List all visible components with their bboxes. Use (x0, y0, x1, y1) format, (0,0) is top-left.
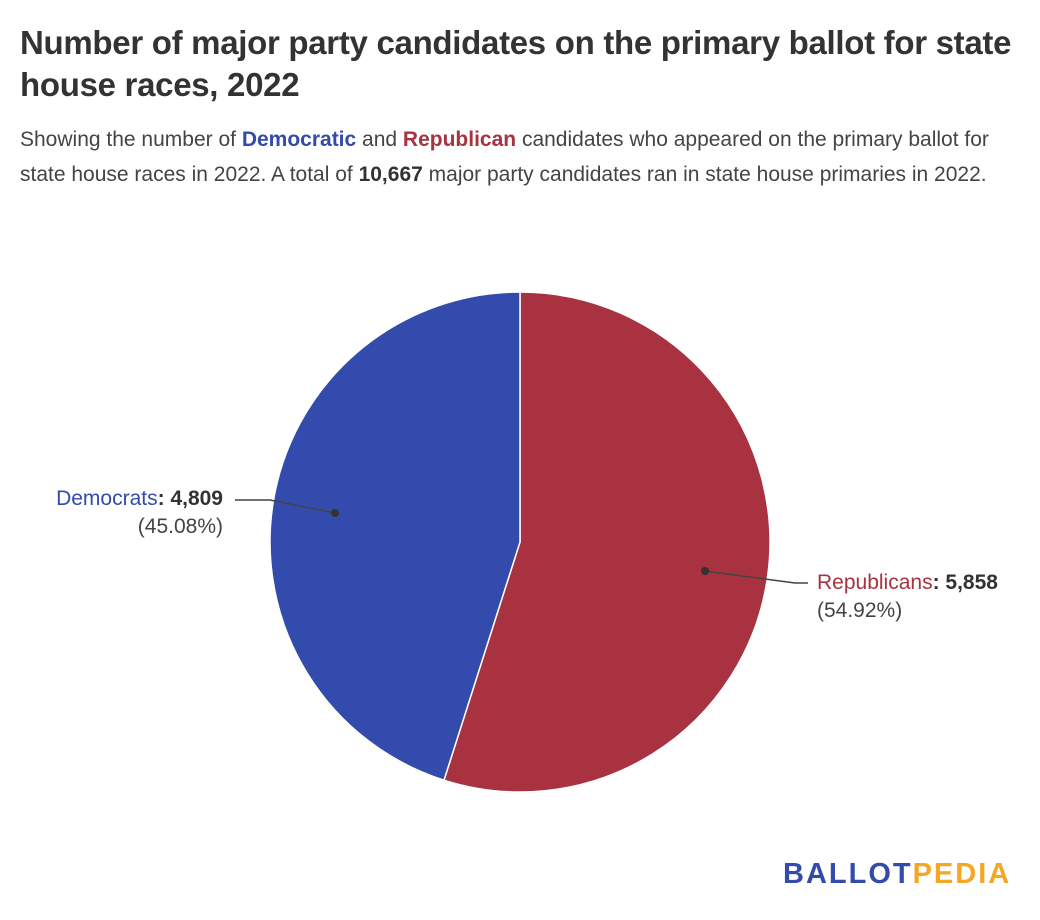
label-name: Republicans (817, 571, 933, 594)
pie-slice-republicans (443, 291, 771, 793)
subtitle-total: 10,667 (358, 163, 423, 186)
label-percent: (45.08%) (137, 515, 223, 538)
subtitle-republican: Republican (402, 128, 517, 151)
chart-title: Number of major party candidates on the … (20, 24, 1012, 103)
chart-subtitle: Showing the number of Democratic and Rep… (20, 122, 1020, 192)
leader-line-democrats (235, 499, 336, 514)
label-democrats: Democrats: 4,809 (45.08%) (56, 485, 223, 541)
label-percent: (54.92%) (817, 599, 903, 622)
subtitle-text: candidates who appeared on the primary b… (20, 128, 989, 186)
subtitle-text: and (356, 128, 403, 151)
subtitle-text: major party candidates ran in state hous… (422, 163, 987, 186)
ballotpedia-logo: BALLOTPEDIA (783, 858, 1012, 890)
subtitle-text: Showing the number of (20, 128, 242, 151)
label-value: 4,809 (170, 487, 223, 510)
label-republicans: Republicans: 5,858 (54.92%) (817, 569, 998, 625)
label-name: Democrats (56, 487, 158, 510)
leader-line-republicans (704, 570, 808, 584)
pie-slice-democrats (269, 291, 521, 782)
label-value: 5,858 (945, 571, 998, 594)
leader-dot-democrats (331, 509, 339, 517)
leader-dot-republicans (701, 567, 709, 575)
subtitle-democratic: Democratic (241, 128, 357, 151)
